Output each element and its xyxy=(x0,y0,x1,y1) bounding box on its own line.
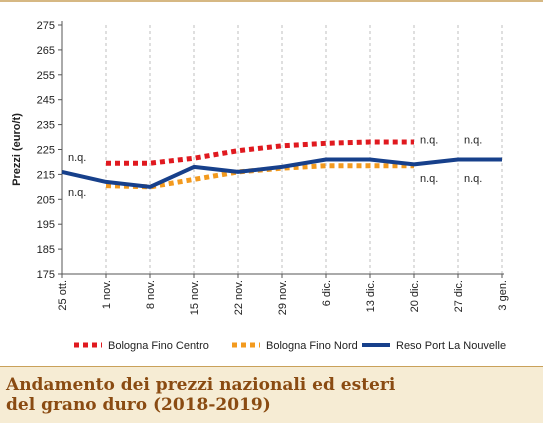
x-tick-label: 27 dic. xyxy=(453,280,465,312)
nq-annotation: n.q. xyxy=(420,135,438,147)
y-tick-label: 245 xyxy=(37,95,55,107)
x-tick-label: 25 ott. xyxy=(57,280,69,311)
legend-label: Bologna Fino Nord xyxy=(266,340,358,352)
y-tick-label: 225 xyxy=(37,145,55,157)
price-line-chart: 175 185 195 205 215 225 235 245 255 265 275 Prezzi … xyxy=(0,0,543,352)
nq-annotation: n.q. xyxy=(68,152,86,164)
y-tick-label: 235 xyxy=(37,120,55,132)
y-tick-label: 255 xyxy=(37,70,55,82)
x-tick-label: 20 dic. xyxy=(409,280,421,312)
x-tick-label: 6 dic. xyxy=(321,280,333,306)
legend-label: Reso Port La Nouvelle xyxy=(396,340,506,352)
caption-panel: Andamento dei prezzi nazionali ed esteri… xyxy=(0,366,543,423)
nq-annotation: n.q. xyxy=(464,135,482,147)
x-tick-label: 1 nov. xyxy=(101,280,113,309)
series-line xyxy=(61,157,502,189)
x-tick-label: 13 dic. xyxy=(365,280,377,312)
caption-line-1: Andamento dei prezzi nazionali ed esteri xyxy=(6,375,396,395)
nq-annotation: n.q. xyxy=(420,173,438,185)
y-axis-title: Prezzi (euro/t) xyxy=(11,113,23,186)
y-tick-label: 275 xyxy=(37,20,55,32)
chart-area: 175 185 195 205 215 225 235 245 255 265 275 Prezzi … xyxy=(0,0,543,352)
y-tick-label: 185 xyxy=(37,244,55,256)
y-tick-label: 205 xyxy=(37,194,55,206)
caption-line-2: del grano duro (2018-2019) xyxy=(6,395,271,415)
x-tick-label: 29 nov. xyxy=(277,280,289,315)
x-tick-label: 22 nov. xyxy=(233,280,245,315)
y-tick-label: 175 xyxy=(37,269,55,281)
y-tick-label: 195 xyxy=(37,219,55,231)
series-line xyxy=(106,139,414,166)
caption-title: Andamento dei prezzi nazionali ed esteri… xyxy=(6,375,526,415)
nq-annotation: n.q. xyxy=(68,187,86,199)
y-tick-label: 215 xyxy=(37,169,55,181)
y-tick-label: 265 xyxy=(37,45,55,57)
x-tick-label: 15 nov. xyxy=(189,280,201,315)
x-tick-label: 8 nov. xyxy=(145,280,157,309)
x-tick-label: 3 gen. xyxy=(497,280,509,311)
legend-label: Bologna Fino Centro xyxy=(108,340,209,352)
nq-annotation: n.q. xyxy=(464,173,482,185)
